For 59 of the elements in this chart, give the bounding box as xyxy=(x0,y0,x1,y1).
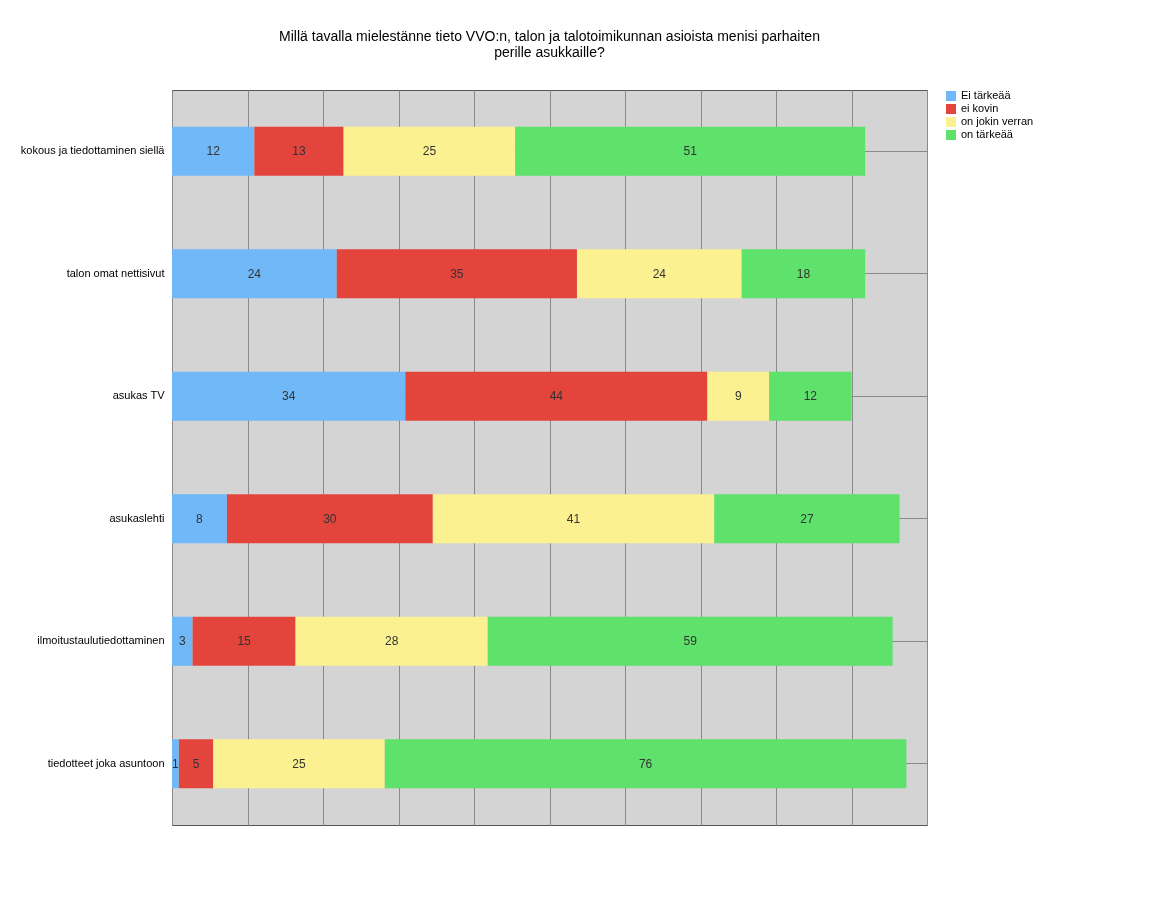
legend-label: Ei tärkeää xyxy=(961,89,1012,101)
y-tick-label: asukas TV xyxy=(112,389,166,402)
data-label: 25 xyxy=(292,756,306,771)
bar xyxy=(172,739,179,789)
data-label: 9 xyxy=(734,389,742,404)
chart-title: Millä tavalla mielestänne tieto VVO:n, talon ja talotoimikunnan asioista menisi parhaiten perille asukkaille? xyxy=(279,28,820,60)
bar xyxy=(515,126,866,176)
data-label: 15 xyxy=(237,634,252,649)
data-label: 27 xyxy=(800,511,814,526)
bar xyxy=(487,616,893,666)
data-label: 12 xyxy=(803,389,818,404)
data-label: 8 xyxy=(196,511,204,526)
y-tick-label: talon omat nettisivut xyxy=(66,266,165,279)
bar xyxy=(178,739,214,789)
data-label: 28 xyxy=(384,634,399,649)
data-label: 3 xyxy=(178,634,186,649)
bar xyxy=(254,126,344,176)
data-label: 1 xyxy=(172,756,180,771)
bar xyxy=(714,494,900,544)
legend-label: on jokin verran xyxy=(961,115,1034,127)
bar xyxy=(172,371,406,421)
bar xyxy=(384,739,907,789)
y-tick-label: kokous ja tiedottaminen siellä xyxy=(20,144,166,157)
data-label: 5 xyxy=(192,756,200,771)
bar xyxy=(226,494,433,544)
data-label: 13 xyxy=(292,144,306,159)
bar xyxy=(769,371,852,421)
data-label: 18 xyxy=(796,266,811,281)
bar xyxy=(172,616,193,666)
y-tick-label: tiedotteet joka asuntoon xyxy=(47,756,165,769)
y-tick-label: asukaslehti xyxy=(109,511,165,524)
bar xyxy=(432,494,715,544)
data-label: 24 xyxy=(247,266,262,281)
bar xyxy=(213,739,385,789)
data-label: 12 xyxy=(206,144,221,159)
bar xyxy=(295,616,488,666)
legend-label: ei kovin xyxy=(961,102,999,114)
bar xyxy=(172,249,337,299)
bar xyxy=(405,371,708,421)
data-label: 24 xyxy=(652,266,667,281)
bar xyxy=(336,249,577,299)
bar xyxy=(192,616,296,666)
bar xyxy=(343,126,516,176)
data-label: 51 xyxy=(683,144,698,159)
data-label: 44 xyxy=(549,389,564,404)
bar xyxy=(576,249,742,299)
data-label: 41 xyxy=(566,511,581,526)
data-label: 59 xyxy=(683,634,698,649)
data-label: 30 xyxy=(323,511,337,526)
legend-label: on tärkeää xyxy=(961,128,1014,140)
data-label: 76 xyxy=(638,756,653,771)
data-label: 34 xyxy=(282,389,296,404)
bar xyxy=(172,494,227,544)
data-label: 35 xyxy=(450,266,464,281)
data-label: 25 xyxy=(422,144,437,159)
bar xyxy=(172,126,255,176)
y-tick-label: ilmoitustaulutiedottaminen xyxy=(37,634,165,647)
bar xyxy=(741,249,866,299)
bar xyxy=(707,371,770,421)
